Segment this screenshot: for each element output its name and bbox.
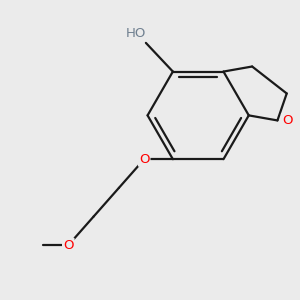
Text: HO: HO: [125, 27, 146, 40]
Text: O: O: [139, 153, 149, 166]
Text: O: O: [282, 114, 292, 127]
Text: O: O: [63, 239, 74, 252]
